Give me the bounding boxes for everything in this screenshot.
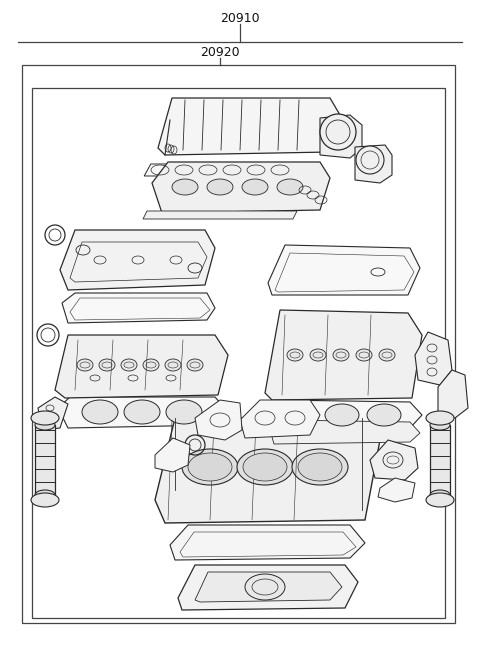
Ellipse shape — [277, 179, 303, 195]
Ellipse shape — [35, 490, 55, 500]
Ellipse shape — [426, 493, 454, 507]
Text: 20910: 20910 — [220, 12, 260, 24]
Polygon shape — [355, 145, 392, 183]
Polygon shape — [370, 440, 418, 480]
Polygon shape — [320, 115, 362, 158]
Ellipse shape — [325, 404, 359, 426]
Ellipse shape — [124, 400, 160, 424]
Polygon shape — [415, 332, 452, 385]
Ellipse shape — [310, 349, 326, 361]
Polygon shape — [144, 164, 306, 176]
Polygon shape — [155, 418, 380, 523]
Polygon shape — [438, 370, 468, 418]
Ellipse shape — [333, 349, 349, 361]
Bar — [22, 65, 455, 623]
Polygon shape — [55, 335, 228, 398]
Polygon shape — [378, 478, 415, 502]
Polygon shape — [267, 400, 422, 430]
Ellipse shape — [430, 490, 450, 500]
Polygon shape — [58, 397, 228, 428]
Ellipse shape — [367, 404, 401, 426]
Ellipse shape — [356, 146, 384, 174]
Ellipse shape — [207, 179, 233, 195]
Polygon shape — [195, 572, 342, 602]
Ellipse shape — [237, 449, 293, 485]
Bar — [32, 88, 445, 618]
Ellipse shape — [121, 359, 137, 371]
Ellipse shape — [283, 404, 317, 426]
Polygon shape — [240, 400, 320, 438]
Polygon shape — [62, 293, 215, 323]
Ellipse shape — [245, 574, 285, 600]
Ellipse shape — [77, 359, 93, 371]
Ellipse shape — [166, 400, 202, 424]
Polygon shape — [152, 162, 330, 213]
Polygon shape — [170, 525, 365, 560]
Ellipse shape — [172, 179, 198, 195]
Ellipse shape — [35, 420, 55, 430]
Ellipse shape — [165, 359, 181, 371]
Ellipse shape — [187, 359, 203, 371]
Polygon shape — [195, 400, 242, 440]
Ellipse shape — [182, 449, 238, 485]
Polygon shape — [268, 245, 420, 295]
Ellipse shape — [298, 453, 342, 481]
Ellipse shape — [31, 411, 59, 425]
Ellipse shape — [320, 114, 356, 150]
Ellipse shape — [379, 349, 395, 361]
Ellipse shape — [356, 349, 372, 361]
Ellipse shape — [426, 411, 454, 425]
Polygon shape — [270, 420, 420, 444]
Polygon shape — [265, 310, 422, 400]
Polygon shape — [178, 565, 358, 610]
Polygon shape — [143, 211, 297, 219]
Ellipse shape — [188, 453, 232, 481]
Polygon shape — [155, 438, 190, 472]
Polygon shape — [60, 230, 215, 290]
Polygon shape — [158, 98, 340, 155]
Ellipse shape — [82, 400, 118, 424]
Text: 20920: 20920 — [200, 45, 240, 58]
Ellipse shape — [292, 449, 348, 485]
Ellipse shape — [99, 359, 115, 371]
Bar — [430, 425, 450, 495]
Ellipse shape — [430, 420, 450, 430]
Bar — [35, 425, 55, 495]
Ellipse shape — [31, 493, 59, 507]
Polygon shape — [38, 397, 68, 430]
Ellipse shape — [242, 179, 268, 195]
Ellipse shape — [287, 349, 303, 361]
Ellipse shape — [243, 453, 287, 481]
Ellipse shape — [143, 359, 159, 371]
